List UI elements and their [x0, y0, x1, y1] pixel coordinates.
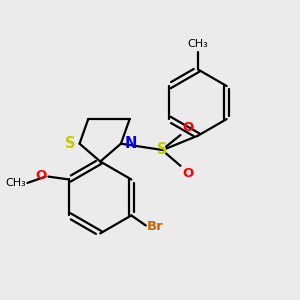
Text: N: N: [124, 136, 137, 151]
Text: O: O: [183, 121, 194, 134]
Text: CH₃: CH₃: [188, 39, 208, 49]
Text: S: S: [158, 142, 168, 158]
Text: Br: Br: [147, 220, 164, 233]
Text: O: O: [183, 167, 194, 180]
Text: O: O: [35, 169, 47, 182]
Text: S: S: [65, 136, 75, 151]
Text: CH₃: CH₃: [5, 178, 26, 188]
